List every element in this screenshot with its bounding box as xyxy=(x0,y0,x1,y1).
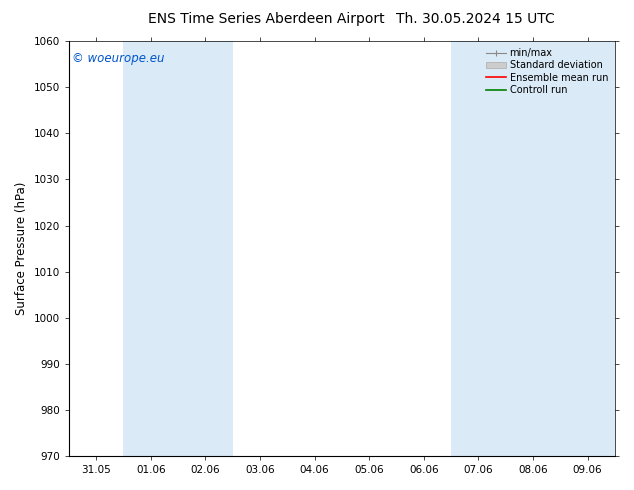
Bar xyxy=(124,41,233,456)
Bar xyxy=(451,41,615,456)
Legend: min/max, Standard deviation, Ensemble mean run, Controll run: min/max, Standard deviation, Ensemble me… xyxy=(484,46,610,97)
Text: ENS Time Series Aberdeen Airport: ENS Time Series Aberdeen Airport xyxy=(148,12,385,26)
Text: © woeurope.eu: © woeurope.eu xyxy=(72,51,164,65)
Text: Th. 30.05.2024 15 UTC: Th. 30.05.2024 15 UTC xyxy=(396,12,555,26)
Y-axis label: Surface Pressure (hPa): Surface Pressure (hPa) xyxy=(15,182,28,315)
